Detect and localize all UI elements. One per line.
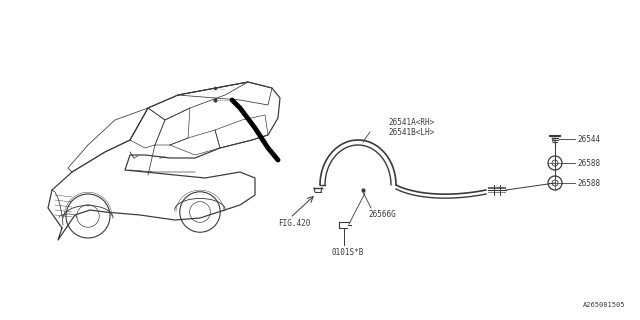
Text: 26566G: 26566G: [368, 210, 396, 219]
Text: FIG.420: FIG.420: [278, 219, 310, 228]
Text: 26544: 26544: [577, 134, 600, 143]
Text: 26541A<RH>: 26541A<RH>: [388, 118, 435, 127]
Text: 0101S*B: 0101S*B: [331, 248, 364, 257]
Text: 26588: 26588: [577, 179, 600, 188]
Text: A265001505: A265001505: [582, 302, 625, 308]
Text: 26541B<LH>: 26541B<LH>: [388, 128, 435, 137]
Text: 26588: 26588: [577, 158, 600, 167]
